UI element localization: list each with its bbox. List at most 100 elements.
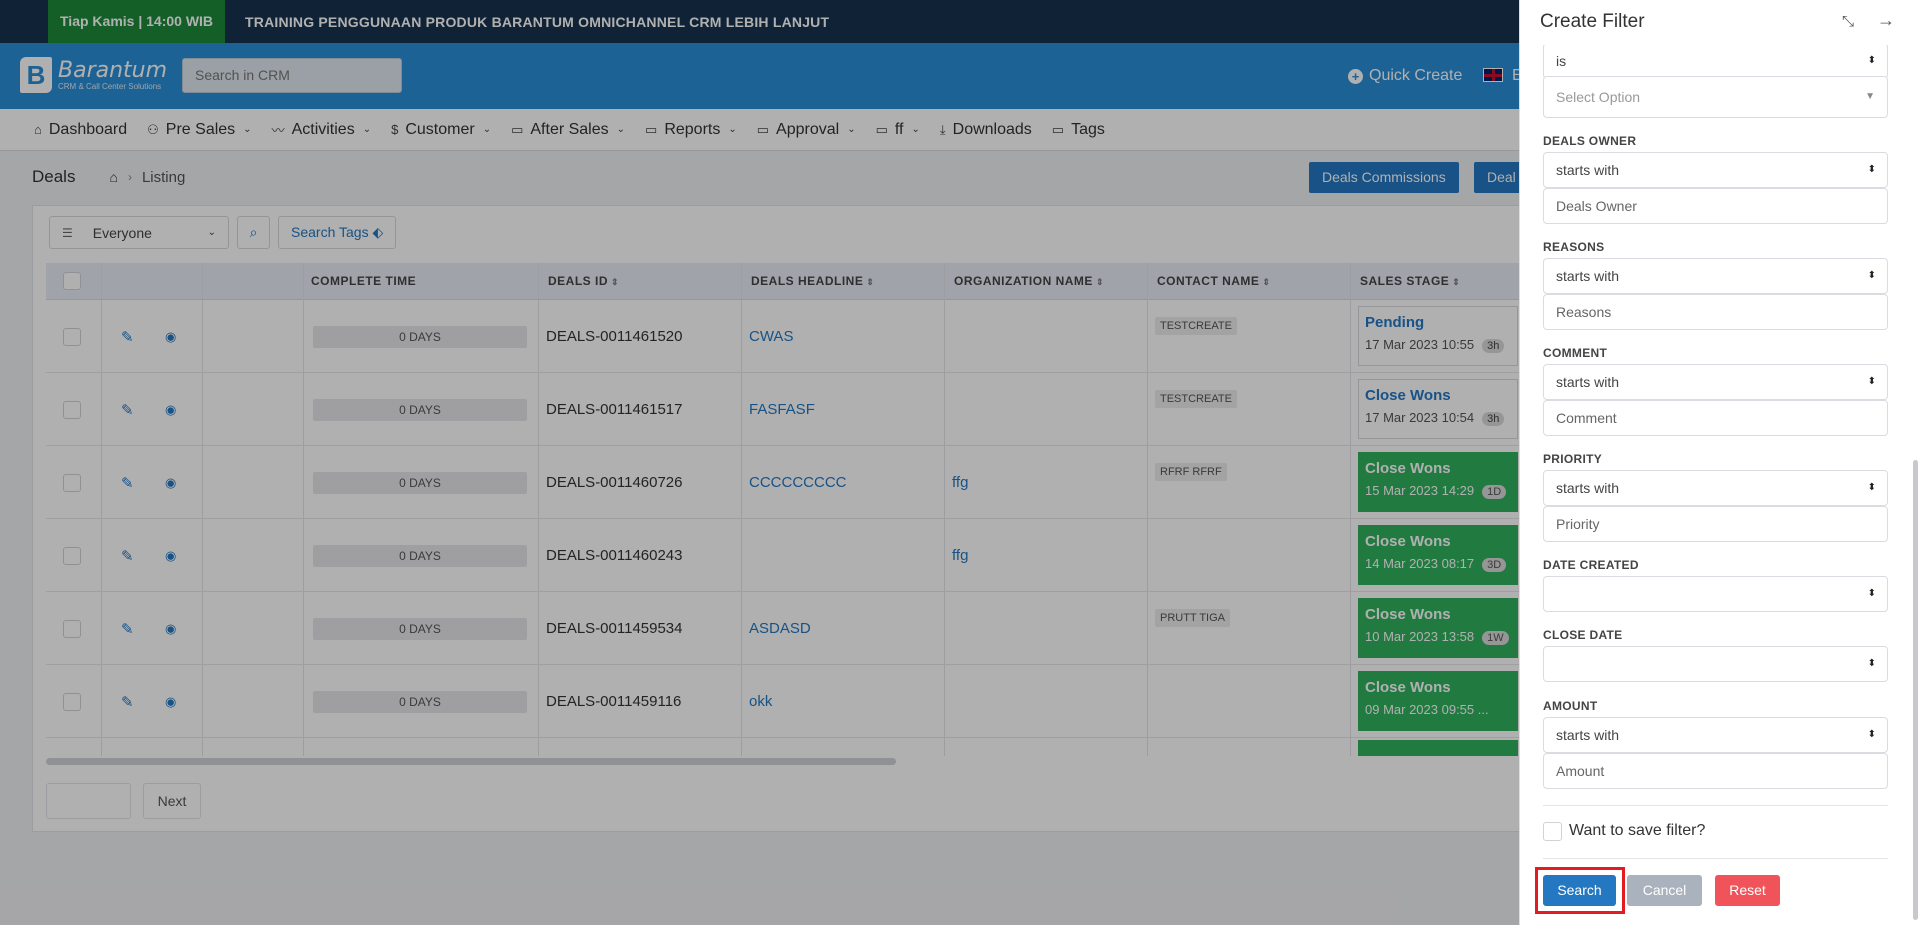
table-row[interactable]: ✎ ◉ 0 DAYS DEALS-0011461517 FASFASF TEST…: [46, 373, 1633, 446]
select-all-checkbox[interactable]: [63, 272, 81, 290]
deal-headline-link[interactable]: CWAS: [749, 328, 794, 345]
search-button[interactable]: Search: [1543, 875, 1616, 906]
edit-pencil-icon[interactable]: ✎: [121, 474, 134, 492]
deal-headline-link[interactable]: okk: [749, 693, 773, 710]
previous-page-button[interactable]: [46, 783, 131, 819]
sales-stage-card[interactable]: Close Wons 14 Mar 2023 08:17 3D: [1358, 525, 1518, 585]
deal-headline-link[interactable]: CCCCCCCCC: [749, 474, 847, 491]
sales-stage-card[interactable]: Close Wons 17 Mar 2023 10:54 3h: [1358, 379, 1518, 439]
deals-commissions-button[interactable]: Deals Commissions: [1309, 162, 1459, 193]
close-date-select[interactable]: ⬍: [1543, 646, 1888, 682]
nav-item-after-sales[interactable]: ▭ After Sales ⌄: [511, 121, 625, 139]
th-organization-name[interactable]: ORGANIZATION NAME ⇕: [944, 263, 1104, 300]
quick-create-button[interactable]: + Quick Create: [1348, 67, 1462, 85]
th-contact-name[interactable]: CONTACT NAME ⇕: [1147, 263, 1270, 300]
table-row[interactable]: ✎ ◉ 0 DAYS DEALS-0011460243 ffg Close Wo…: [46, 519, 1633, 592]
search-button[interactable]: ⌕: [237, 216, 270, 249]
row-checkbox[interactable]: [63, 473, 81, 492]
sales-stage-card[interactable]: Close Wons 10 Mar 2023 13:58 1W: [1358, 598, 1518, 658]
amount-input[interactable]: Amount: [1543, 753, 1888, 789]
panel-scrollbar[interactable]: [1913, 460, 1918, 920]
row-checkbox[interactable]: [63, 692, 81, 711]
language-selector[interactable]: E: [1512, 67, 1523, 84]
nav-item-reports[interactable]: ▭ Reports ⌄: [645, 121, 737, 139]
edit-pencil-icon[interactable]: ✎: [121, 693, 134, 711]
row-checkbox[interactable]: [63, 546, 81, 565]
nav-item-downloads[interactable]: ⤓ Downloads: [940, 121, 1032, 139]
view-eye-icon[interactable]: ◉: [165, 620, 177, 636]
organization-link[interactable]: ffg: [952, 547, 969, 564]
contact-tag[interactable]: PRUTT TIGA: [1155, 608, 1230, 627]
nav-item-activities[interactable]: 〰 Activities ⌄: [272, 120, 372, 139]
organization-link[interactable]: ffg: [952, 474, 969, 491]
nav-item-tags[interactable]: ▭ Tags: [1052, 121, 1105, 139]
edit-pencil-icon[interactable]: ✎: [121, 547, 134, 565]
row-checkbox[interactable]: [63, 400, 81, 419]
table-row[interactable]: ✎ ◉ 0 DAYS DEALS-0011460726 CCCCCCCCC ff…: [46, 446, 1633, 519]
barantum-logo[interactable]: B Barantum CRM & Call Center Solutions: [20, 57, 167, 93]
expand-icon[interactable]: ⤡: [1842, 13, 1855, 30]
field-label: DEALS OWNER: [1543, 134, 1637, 148]
cancel-button[interactable]: Cancel: [1627, 875, 1702, 906]
operator-value: is: [1556, 53, 1567, 69]
nav-item-approval[interactable]: ▭ Approval ⌄: [757, 121, 856, 139]
modal-backdrop[interactable]: [0, 0, 1519, 925]
nav-item-ff[interactable]: ▭ ff ⌄: [876, 121, 920, 139]
nav-item-pre-sales[interactable]: ⚇ Pre Sales ⌄: [147, 121, 251, 139]
horizontal-scrollbar[interactable]: [46, 758, 896, 765]
header-select-all[interactable]: [46, 263, 101, 300]
edit-pencil-icon[interactable]: ✎: [121, 328, 134, 346]
view-eye-icon[interactable]: ◉: [165, 401, 177, 417]
view-eye-icon[interactable]: ◉: [165, 328, 177, 344]
deal-headline-link[interactable]: FASFASF: [749, 401, 815, 418]
sales-stage-card[interactable]: Close Wons 09 Mar 2023 09:55 ...: [1358, 671, 1518, 731]
view-eye-icon[interactable]: ◉: [165, 474, 177, 490]
table-row[interactable]: ✎ ◉ 0 DAYS DEALS-0011459116 okk Close Wo…: [46, 665, 1633, 738]
save-filter-checkbox[interactable]: [1543, 822, 1562, 841]
reset-button[interactable]: Reset: [1715, 875, 1780, 906]
deals-owner-input[interactable]: Deals Owner: [1543, 188, 1888, 224]
reasons-operator-select[interactable]: starts with ⬍: [1543, 258, 1888, 294]
save-filter-label[interactable]: Want to save filter?: [1569, 822, 1706, 839]
nav-item-customer[interactable]: $ Customer ⌄: [391, 121, 491, 139]
table-row[interactable]: ✎ ◉ 0 DAYS DEALS-0011459534 ASDASD PRUTT…: [46, 592, 1633, 665]
plus-circle-icon: +: [1348, 68, 1363, 84]
home-icon[interactable]: ⌂: [109, 169, 118, 185]
search-tags-button[interactable]: Search Tags ⬖: [278, 216, 397, 249]
operator-select[interactable]: is ⬍: [1543, 43, 1888, 79]
owner-filter-select[interactable]: ☰ Everyone ⌄: [49, 216, 229, 249]
th-complete-time[interactable]: COMPLETE TIME: [301, 263, 416, 300]
uk-flag-icon[interactable]: [1483, 68, 1503, 82]
contact-tag[interactable]: RFRF RFRF: [1155, 462, 1227, 481]
deals-owner-operator-select[interactable]: starts with ⬍: [1543, 152, 1888, 188]
nav-item-dashboard[interactable]: ⌂ Dashboard: [34, 121, 127, 139]
th-sales-stage[interactable]: SALES STAGE ⇕: [1350, 263, 1460, 300]
deal-headline-link[interactable]: ASDASD: [749, 620, 811, 637]
view-eye-icon[interactable]: ◉: [165, 547, 177, 563]
amount-operator-select[interactable]: starts with ⬍: [1543, 717, 1888, 753]
table-row[interactable]: ✎ ◉ 0 DAYS DEALS-0011461520 CWAS TESTCRE…: [46, 300, 1633, 373]
value-option-select[interactable]: Select Option ▼: [1543, 76, 1888, 118]
comment-operator-select[interactable]: starts with ⬍: [1543, 364, 1888, 400]
priority-input[interactable]: Priority: [1543, 506, 1888, 542]
close-arrow-icon[interactable]: →: [1877, 10, 1895, 30]
contact-tag[interactable]: TESTCREATE: [1155, 316, 1237, 335]
row-checkbox[interactable]: [63, 619, 81, 638]
row-checkbox[interactable]: [63, 327, 81, 346]
comment-input[interactable]: Comment: [1543, 400, 1888, 436]
deal-action-button[interactable]: Deal: [1474, 162, 1519, 193]
view-eye-icon[interactable]: ◉: [165, 693, 177, 709]
sales-stage-card[interactable]: Close Wons 15 Mar 2023 14:29 1D: [1358, 452, 1518, 512]
crm-search-input[interactable]: Search in CRM: [182, 58, 402, 93]
edit-pencil-icon[interactable]: ✎: [121, 401, 134, 419]
contact-tag[interactable]: TESTCREATE: [1155, 389, 1237, 408]
th-deals-headline[interactable]: DEALS HEADLINE ⇕: [741, 263, 874, 300]
date-created-select[interactable]: ⬍: [1543, 576, 1888, 612]
th-deals-id[interactable]: DEALS ID ⇕: [538, 263, 619, 300]
banner-message[interactable]: TRAINING PENGGUNAAN PRODUK BARANTUM OMNI…: [245, 13, 830, 30]
reasons-input[interactable]: Reasons: [1543, 294, 1888, 330]
sales-stage-card[interactable]: Pending 17 Mar 2023 10:55 3h: [1358, 306, 1518, 366]
edit-pencil-icon[interactable]: ✎: [121, 620, 134, 638]
priority-operator-select[interactable]: starts with ⬍: [1543, 470, 1888, 506]
next-page-button[interactable]: Next: [143, 783, 201, 819]
